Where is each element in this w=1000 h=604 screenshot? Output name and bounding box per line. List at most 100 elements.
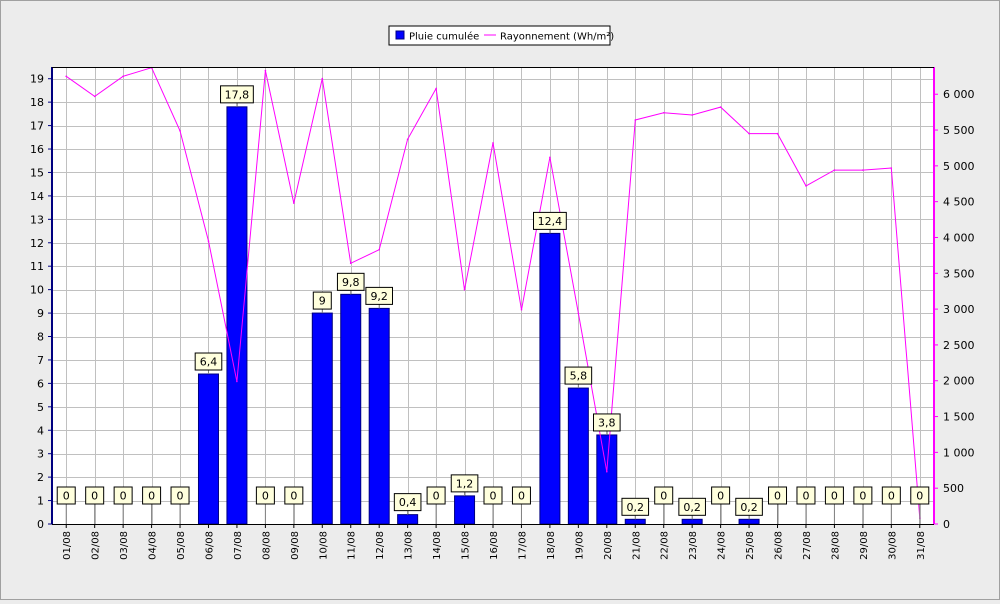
data-label-box [824,486,844,505]
left-axis-tick-label: 1 [37,495,44,508]
data-label-box [450,474,479,493]
data-label-box [336,272,365,291]
left-axis-tick-label: 7 [37,354,44,367]
left-axis-tick-label: 15 [30,166,44,179]
x-axis-tick-label: 01/08 [62,531,73,560]
radiation-point [606,470,608,473]
right-axis-tick-label: 1 500 [943,411,975,424]
radiation-point [293,202,295,204]
right-axis-tick-label: 500 [943,482,964,495]
x-axis-tick-label: 15/08 [461,531,472,560]
data-label: 0 [518,490,525,503]
x-axis-tick-label: 09/08 [290,531,301,560]
x-axis-tick-label: 27/08 [802,531,813,560]
data-label-box [426,486,446,505]
left-axis-tick-label: 11 [30,260,44,273]
x-axis-tick-label: 26/08 [774,531,785,560]
rain-bar [226,106,248,525]
data-label: 3,8 [598,416,616,429]
right-axis-tick-label: 6 000 [943,88,975,101]
data-label: 0 [91,490,98,503]
data-label: 0 [148,490,155,503]
right-axis-tick-label: 4 500 [943,196,975,209]
x-axis-tick-label: 07/08 [233,531,244,560]
legend-radiation-label: Rayonnement (Wh/m²) [500,32,614,43]
radiation-point [406,138,409,141]
left-axis-tick-label: 2 [37,471,44,484]
right-axis-tick-label: 0 [943,518,950,531]
data-label: 0 [774,490,781,503]
data-label: 0 [888,490,895,503]
rain-bar [539,232,561,525]
data-label: 5,8 [570,370,588,383]
left-axis-tick-label: 14 [30,190,44,203]
left-axis-tick-label: 17 [30,120,44,133]
x-axis-tick-label: 03/08 [119,531,130,560]
rain-bar [197,373,219,525]
left-axis-tick-label: 18 [30,96,44,109]
rain-bar [368,307,390,525]
x-axis-tick-label: 11/08 [347,531,358,560]
data-label: 0 [120,490,127,503]
legend-rain-swatch [395,30,405,40]
x-axis-tick-label: 16/08 [489,531,500,560]
data-label-box [113,486,133,505]
x-axis-tick-label: 24/08 [717,531,728,560]
bars-layer [197,106,760,525]
data-label: 6,4 [200,356,218,369]
right-axis-tick-label: 3 500 [943,267,975,280]
x-axis-tick-label: 31/08 [916,531,927,560]
x-axis-tick-label: 14/08 [432,531,443,560]
radiation-point [577,312,580,315]
x-axis-tick-label: 30/08 [887,531,898,560]
rain-bar [738,518,760,525]
radiation-point [833,169,836,171]
radiation-point [492,142,494,144]
radiation-point [691,114,693,116]
rain-bar [454,495,476,525]
data-label: 0 [262,490,269,503]
data-labels-layer: 0 0 0 0 0 6,4 17,8 0 0 9 9,8 9,2 0,4 0 1,2 0 0 12,4 5,8 3,8… [56,85,930,524]
data-label-box [533,211,567,230]
x-axis-tick-label: 06/08 [204,531,215,560]
data-label: 0 [433,490,440,503]
x-axis-tick-label: 22/08 [660,531,671,560]
data-label-box [170,486,190,505]
data-label-box [796,486,816,505]
x-axis-tick-label: 13/08 [404,531,415,560]
data-label: 9,8 [342,276,360,289]
radiation-point [748,132,750,135]
data-label-box [85,486,105,505]
right-axis-tick-label: 3 000 [943,303,975,316]
data-label: 0 [916,490,923,503]
right-axis-tick-label: 4 000 [943,231,975,244]
left-axis-tick-label: 0 [37,518,44,531]
left-axis-tick-label: 19 [30,73,44,86]
rain-bar [624,518,646,525]
x-axis-tick-label: 18/08 [546,531,557,560]
radiation-point [890,167,893,169]
rain-bar [340,293,362,525]
data-label-box [284,486,304,505]
data-label-box [255,486,275,505]
right-axis-tick-label: 5 500 [943,124,975,137]
radiation-point [264,69,267,72]
x-axis-tick-label: 25/08 [745,531,756,560]
data-label: 0 [859,490,866,503]
left-axis-tick-label: 6 [37,377,44,390]
data-label-box [768,486,788,505]
data-label-box [735,497,763,516]
data-label-box [511,486,531,505]
data-label: 0 [177,490,184,503]
data-label: 0,2 [683,501,701,514]
data-label-box [142,486,162,505]
left-axis-tick-label: 10 [30,284,44,297]
data-label: 0,4 [399,496,417,509]
rain-bar [397,514,419,525]
data-label-box [393,493,422,512]
data-label: 17,8 [225,88,250,101]
legend-rain-label: Pluie cumulée [409,31,479,43]
x-axis-tick-label: 12/08 [375,531,386,560]
left-axis-tick-label: 16 [30,143,44,156]
